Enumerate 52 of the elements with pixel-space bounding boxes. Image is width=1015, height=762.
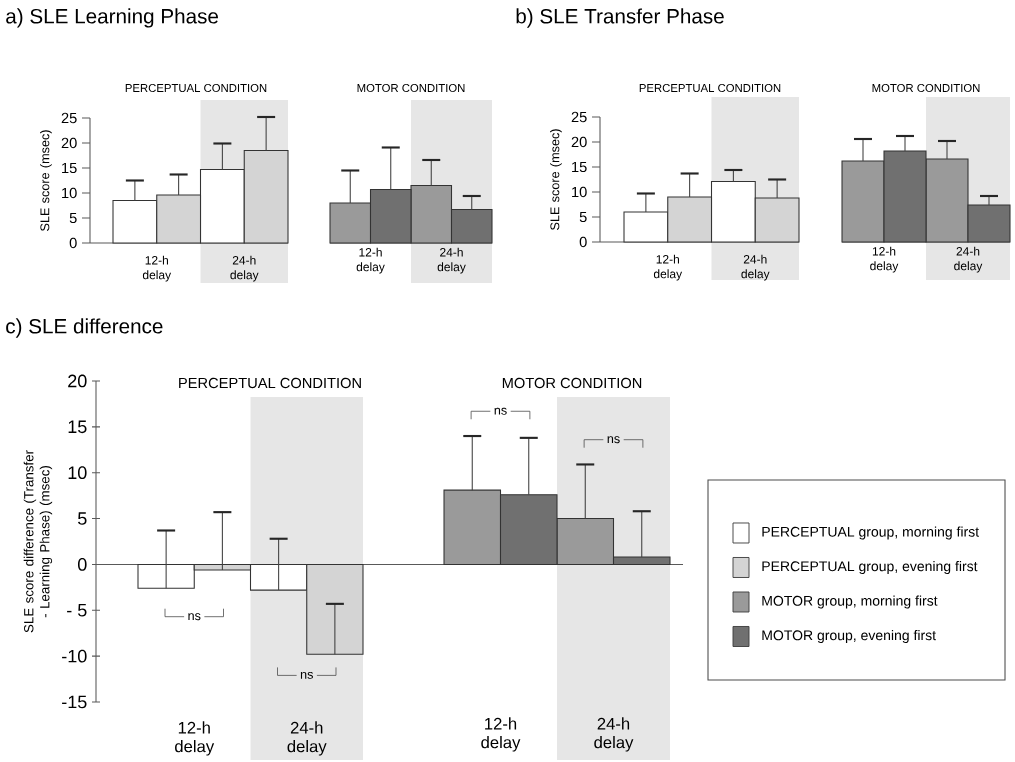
- annotation: ns: [188, 613, 201, 621]
- x-tick-label: 12-h delay: [870, 246, 899, 273]
- y-tick-label: 15: [68, 420, 87, 434]
- chart-subtitle: PERCEPTUAL CONDITION: [179, 377, 361, 389]
- y-tick-label: 0: [69, 237, 77, 249]
- x-tick-label: 24-h delay: [437, 247, 466, 274]
- y-axis-title: SLE score (msec): [550, 129, 562, 230]
- chart-subtitle: MOTOR CONDITION: [502, 377, 642, 389]
- y-axis-title: SLE score difference (Transfer - Learning Phase) (msec): [23, 450, 53, 633]
- x-tick-label: 24-h delay: [230, 255, 259, 282]
- y-tick-label: - 5: [67, 604, 87, 617]
- y-tick-label: 0: [77, 558, 87, 571]
- y-tick-label: 5: [579, 211, 587, 223]
- y-tick-label: 15: [572, 161, 587, 173]
- y-tick-label: -15: [62, 695, 87, 709]
- text: MOTOR group, morning first: [762, 595, 938, 609]
- y-axis-title: SLE score (msec): [40, 130, 52, 231]
- y-tick-label: 20: [571, 136, 587, 148]
- chart-subtitle: PERCEPTUAL CONDITION: [125, 83, 267, 92]
- x-tick-label: 24-h delay: [594, 717, 634, 752]
- x-tick-label: 12-h delay: [356, 247, 385, 274]
- y-tick-label: -10: [62, 649, 87, 663]
- x-tick-label: 12-h delay: [481, 717, 521, 752]
- x-tick-label: 24-h delay: [741, 254, 770, 281]
- annotation: ns: [300, 671, 313, 679]
- x-tick-label: 24-h delay: [954, 246, 983, 273]
- y-tick-label: 20: [68, 374, 87, 388]
- chart-title: c) SLE difference: [6, 318, 163, 338]
- y-tick-label: 20: [61, 137, 77, 149]
- y-tick-label: 5: [77, 512, 87, 525]
- chart-subtitle: MOTOR CONDITION: [357, 83, 465, 92]
- x-tick-label: 12-h delay: [175, 721, 215, 756]
- x-tick-label: 12-h delay: [142, 255, 172, 282]
- annotation: ns: [494, 407, 507, 415]
- annotation: ns: [607, 436, 620, 444]
- x-tick-label: 24-h delay: [287, 721, 327, 756]
- legend-label: PERCEPTUAL group, evening first: [762, 560, 978, 575]
- x-tick-label: 12-h delay: [653, 254, 683, 281]
- y-tick-label: 15: [62, 162, 77, 174]
- text: MOTOR group, evening first: [762, 629, 936, 644]
- chart-title: a) SLE Learning Phase: [6, 8, 219, 28]
- chart-title: b) SLE Transfer Phase: [516, 8, 724, 28]
- y-tick-label: 0: [579, 236, 587, 248]
- y-tick-label: 25: [571, 111, 587, 123]
- y-tick-label: 10: [62, 187, 77, 199]
- chart-subtitle: MOTOR CONDITION: [872, 83, 980, 92]
- y-tick-label: 10: [572, 186, 587, 198]
- legend-label: PERCEPTUAL group, morning first: [762, 526, 979, 540]
- chart-subtitle: PERCEPTUAL CONDITION: [639, 83, 781, 92]
- y-tick-label: 10: [68, 466, 87, 480]
- y-tick-label: 5: [69, 212, 77, 224]
- y-tick-label: 25: [61, 112, 77, 124]
